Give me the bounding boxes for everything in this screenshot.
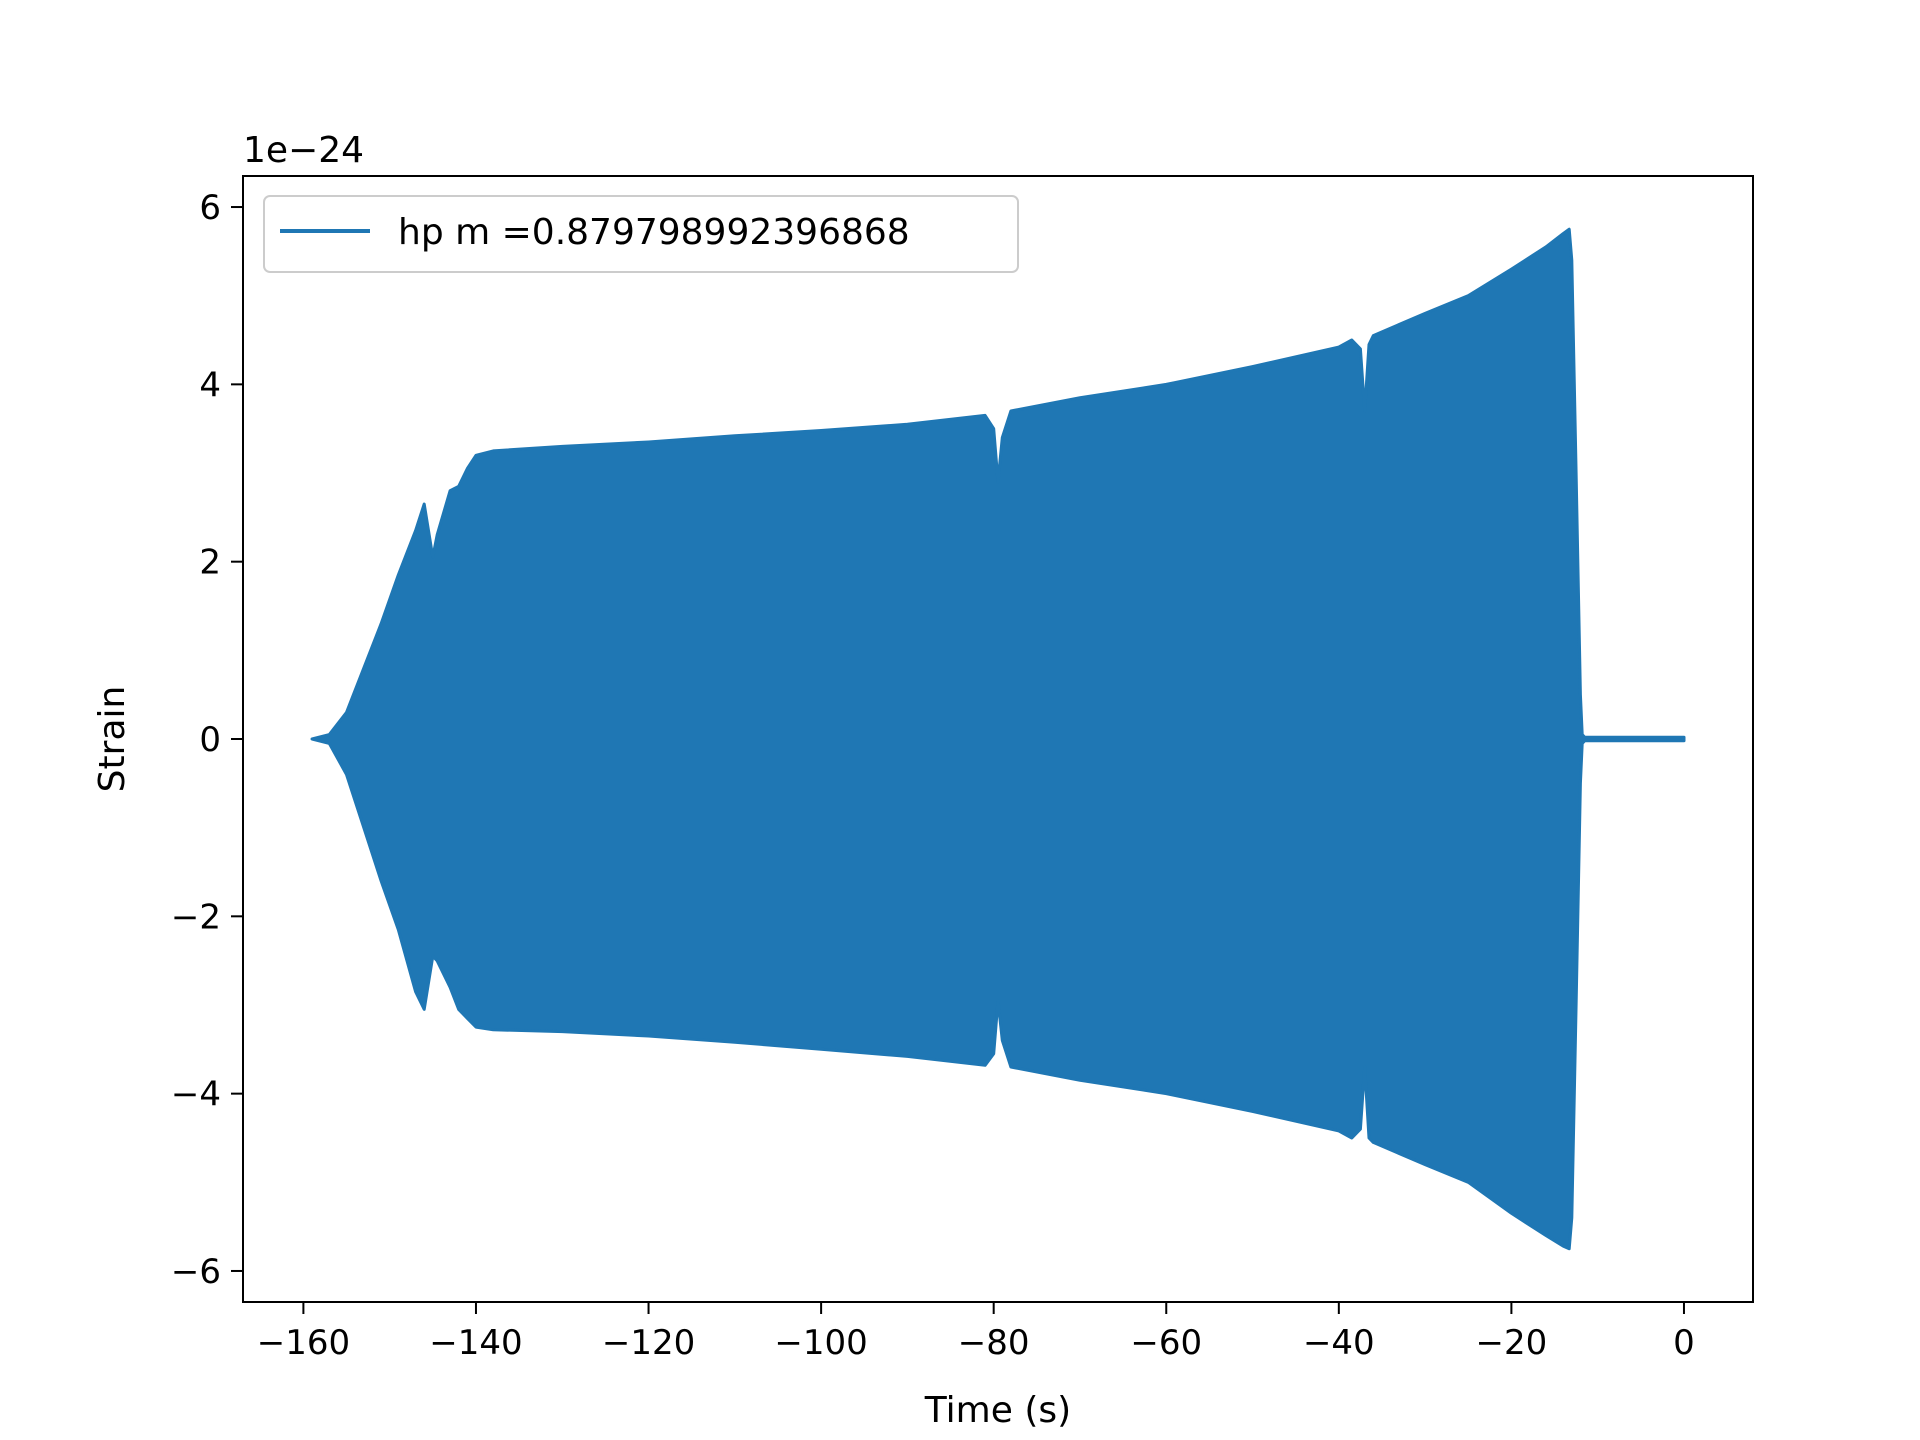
x-tick-label: −120 [602,1323,695,1363]
legend-label: hp m =0.879798992396868 [398,212,910,253]
series-waveform [310,227,1686,1251]
x-tick-label: −60 [1130,1323,1202,1363]
x-tick-label: −40 [1303,1323,1375,1363]
y-offset-label: 1e−24 [243,130,364,171]
x-tick-label: −80 [958,1323,1030,1363]
x-axis-label: Time (s) [924,1390,1071,1431]
y-tick-label: 6 [199,188,221,228]
legend: hp m =0.879798992396868 [263,195,1019,273]
x-tick-label: −160 [257,1323,350,1363]
y-tick-label: 0 [199,720,221,760]
y-tick-label: 2 [199,543,221,583]
plot-area [310,227,1686,1251]
y-axis-ticks: 6 4 2 0 −2 −4 −6 [171,188,243,1292]
y-tick-label: −4 [171,1075,221,1115]
legend-box [263,195,1019,273]
x-tick-label: −100 [774,1323,867,1363]
y-tick-label: 4 [199,365,221,405]
x-tick-label: −20 [1476,1323,1548,1363]
x-axis-ticks: −160 −140 −120 −100 −80 −60 −40 −20 0 [257,1302,1695,1363]
y-tick-label: −6 [171,1252,221,1292]
y-axis-label: Strain [92,686,133,793]
y-tick-label: −2 [171,897,221,937]
x-tick-label: 0 [1673,1323,1695,1363]
x-tick-label: −140 [429,1323,522,1363]
